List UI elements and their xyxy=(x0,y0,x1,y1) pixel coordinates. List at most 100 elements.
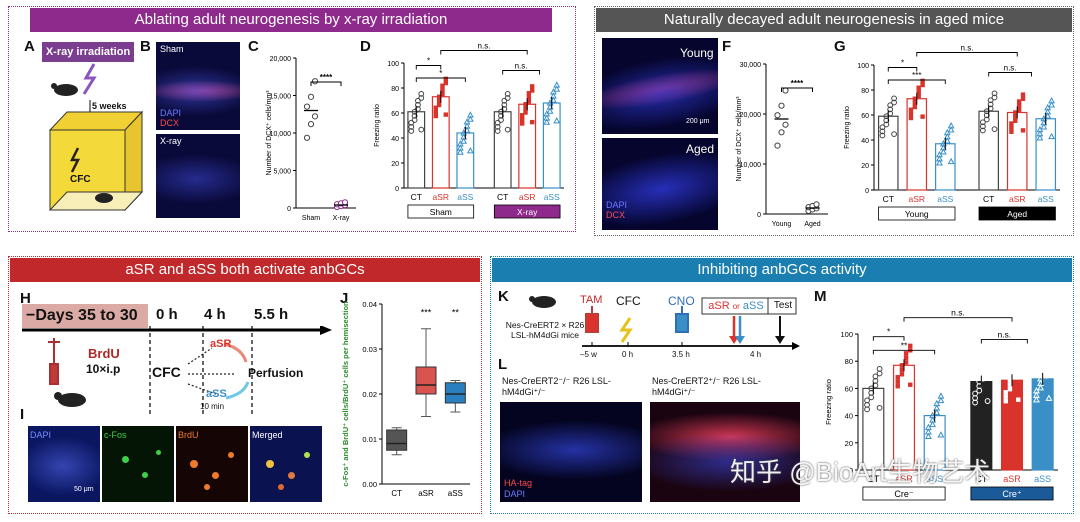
data-point xyxy=(463,118,471,125)
chart-j-tick-label: 0.00 xyxy=(362,480,377,489)
data-point xyxy=(979,127,986,134)
data-point xyxy=(1041,367,1049,374)
category-label: aSS xyxy=(1038,194,1054,204)
data-point xyxy=(939,144,947,151)
sig-bracket xyxy=(502,70,540,75)
data-point xyxy=(1013,118,1018,123)
data-point xyxy=(443,112,449,117)
data-point xyxy=(1009,125,1014,130)
sig-bracket xyxy=(916,52,1018,57)
data-point xyxy=(920,78,925,84)
data-point xyxy=(418,90,425,97)
data-point xyxy=(929,411,937,419)
interval-label: 10 min xyxy=(200,402,225,411)
group-label: Cre⁻ xyxy=(894,489,914,499)
chart-d-tick-label: 80 xyxy=(391,86,399,93)
data-point xyxy=(1048,132,1055,140)
data-point xyxy=(549,88,557,95)
data-point xyxy=(456,148,464,155)
chart-m: 0 20 40 60 80 100 Freezing ratio CT aSR aSS CT aSR a… xyxy=(824,308,1058,501)
data-point xyxy=(937,392,945,399)
data-point xyxy=(523,110,528,115)
box xyxy=(415,366,437,395)
brdu-dose: 10×i.p xyxy=(86,362,121,376)
data-point xyxy=(523,102,528,107)
category-label: aSR xyxy=(895,474,913,484)
data-point xyxy=(1032,391,1040,398)
data-point xyxy=(891,95,897,102)
k-time-0h: 0 h xyxy=(622,350,634,359)
chart-f-y-label: Number of DCX⁺ cells/mm³ xyxy=(735,96,743,182)
data-point xyxy=(891,99,897,106)
data-point xyxy=(546,107,554,114)
panel-bottom-left xyxy=(8,256,482,514)
b-dapi-label: DAPI xyxy=(160,108,182,118)
data-point xyxy=(1037,375,1045,382)
data-point xyxy=(879,128,886,135)
k-time-5w: –5 w xyxy=(580,350,597,359)
data-point xyxy=(1020,92,1026,97)
data-point xyxy=(1032,395,1040,403)
sig-bracket xyxy=(872,349,936,355)
xray-title: X-ray irradiation xyxy=(42,42,134,62)
category-label: aSS xyxy=(448,489,463,498)
data-point xyxy=(526,91,532,96)
micrograph-xray xyxy=(156,134,240,218)
chart-g-tick-label: 0 xyxy=(865,188,869,195)
data-point xyxy=(936,150,943,158)
category-label: CT xyxy=(975,474,987,484)
data-point xyxy=(991,90,998,97)
data-point xyxy=(1045,360,1053,367)
data-point xyxy=(1011,370,1017,375)
data-point xyxy=(553,117,561,124)
sig-bracket xyxy=(415,77,466,82)
chart-d-tick-label: 100 xyxy=(387,61,399,68)
data-point xyxy=(501,97,508,104)
header-bottom-right: Inhibiting anbGCs activity xyxy=(492,258,1072,282)
sig-bracket xyxy=(310,81,342,86)
category-label: aSS xyxy=(926,474,943,484)
data-point xyxy=(947,126,955,133)
data-point xyxy=(530,88,535,93)
data-point xyxy=(440,83,445,88)
data-point xyxy=(1009,129,1014,134)
data-point xyxy=(899,363,905,368)
data-point xyxy=(463,122,471,129)
data-point xyxy=(912,104,918,110)
data-point xyxy=(916,93,921,99)
data-point xyxy=(530,119,535,125)
data-point xyxy=(411,108,418,115)
data-point xyxy=(908,115,914,121)
chart-m-tick-label: 100 xyxy=(840,330,853,339)
chart-d-tick-label: 60 xyxy=(391,111,399,118)
scatter-point xyxy=(774,142,781,149)
data-point xyxy=(1011,375,1017,380)
k-cno: CNO xyxy=(668,294,695,308)
data-point xyxy=(939,139,947,147)
data-point xyxy=(1007,387,1013,392)
sig-marker: n.s. xyxy=(961,44,974,53)
data-point xyxy=(466,115,474,122)
box xyxy=(444,382,466,404)
data-point xyxy=(543,110,551,117)
data-point xyxy=(924,432,932,440)
data-point xyxy=(418,95,425,101)
micrograph-brdu xyxy=(176,426,248,502)
b-dcx-label: DCX xyxy=(160,118,180,128)
data-point xyxy=(1048,97,1055,104)
data-point xyxy=(519,117,525,122)
data-point xyxy=(543,118,551,125)
e-young-label: Young xyxy=(680,46,714,60)
chart-d-y-label: Freezing ratio xyxy=(374,104,381,147)
k-ass: aSS xyxy=(742,300,764,312)
k-or: or xyxy=(732,302,740,311)
data-point xyxy=(543,114,551,121)
data-point xyxy=(501,106,508,112)
category-label: aSR xyxy=(1009,194,1026,204)
data-point xyxy=(549,92,557,99)
k-test: Test xyxy=(773,300,793,311)
data-point xyxy=(947,122,955,129)
data-point xyxy=(440,91,445,97)
data-point xyxy=(415,101,421,108)
sig-bracket xyxy=(887,67,918,72)
